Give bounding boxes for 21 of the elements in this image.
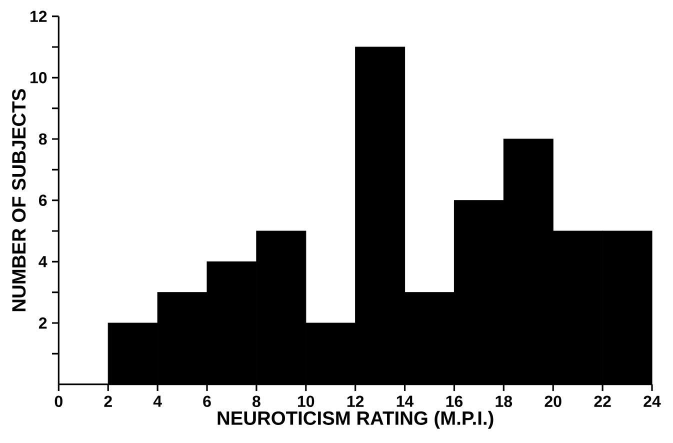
x-tick-label: 22: [594, 396, 611, 407]
x-tick-label: 24: [644, 396, 661, 407]
y-tick-label: 2: [38, 317, 47, 329]
x-tick-label: 8: [252, 396, 260, 408]
x-tick-label: 14: [396, 396, 414, 407]
y-tick-label: 12: [30, 10, 47, 22]
y-tick-label: 10: [30, 72, 47, 84]
x-tick-label: 2: [104, 396, 112, 407]
y-axis-title: NUMBER OF SUBJECTS: [12, 89, 26, 312]
x-tick-label: 10: [298, 396, 314, 408]
x-tick-label: 0: [54, 396, 62, 408]
x-tick-label: 12: [347, 396, 364, 407]
x-tick-label: 6: [203, 396, 211, 408]
y-tick-label: 6: [38, 194, 47, 206]
x-tick-label: 18: [496, 396, 512, 408]
x-tick-label: 20: [544, 396, 562, 408]
x-tick-label: 16: [446, 396, 463, 408]
x-tick-label: 4: [153, 396, 162, 407]
y-tick-label: 4: [38, 256, 48, 268]
x-axis-title: NEUROTICISM RATING (M.P.I.): [218, 410, 494, 429]
y-tick-label: 8: [38, 133, 47, 145]
